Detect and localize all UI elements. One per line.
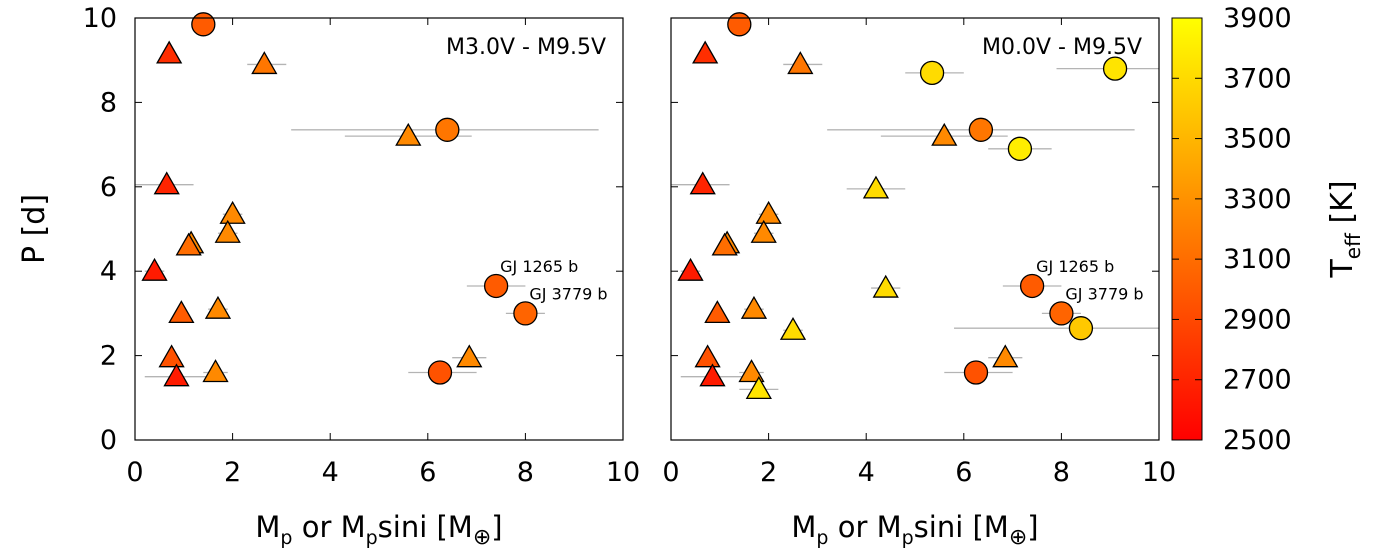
point-annotation: GJ 1265 b [500, 257, 578, 276]
x-tick-label: 2 [760, 457, 777, 488]
data-point-circle [727, 12, 752, 37]
data-point-triangle [204, 295, 232, 319]
colorbar-tick-label: 2500 [1223, 425, 1292, 456]
data-point-circle [1019, 273, 1045, 299]
colorbar: 2500 2700 2900 3100 3300 3500 3700 3900 Teff [K… [1171, 3, 1365, 456]
point-annotation: GJ 1265 b [1036, 257, 1114, 276]
colorbar-ticks: 2500 2700 2900 3100 3300 3500 3700 3900 [1172, 3, 1292, 456]
left-panel-label: M3.0V - M9.5V [446, 35, 606, 60]
data-point-triangle [395, 122, 422, 146]
y-tick-label: 2 [100, 341, 117, 372]
data-point-triangle [219, 200, 246, 224]
y-axis-label: P [d] [17, 194, 52, 264]
data-point-triangle [251, 51, 278, 75]
point-annotation: GJ 3779 b [529, 284, 607, 303]
left-plot-area: GJ 1265 b GJ 3779 b [135, 12, 608, 387]
data-point-circle [1102, 56, 1128, 81]
data-point-circle [483, 273, 509, 299]
data-point-triangle [992, 344, 1019, 368]
data-point-triangle [694, 344, 721, 368]
data-point-circle [191, 12, 216, 37]
y-tick-label: 10 [83, 3, 117, 34]
left-axes: 0 2 4 6 8 10 0 2 4 6 8 10 [83, 3, 641, 488]
colorbar-tick-label: 3700 [1223, 63, 1292, 94]
data-point-triangle [175, 232, 202, 256]
data-point-triangle [158, 344, 185, 368]
x-tick-label: 8 [517, 457, 534, 488]
colorbar-tick-label: 3500 [1223, 124, 1292, 155]
x-tick-label: 2 [224, 457, 241, 488]
data-point-triangle [163, 363, 190, 387]
right-panel-frame [670, 17, 1160, 441]
data-point-circle [963, 360, 989, 385]
y-tick-label: 0 [100, 425, 117, 456]
data-point-triangle [787, 51, 814, 75]
x-tick-label: 6 [955, 457, 972, 488]
data-point-triangle [740, 295, 768, 319]
colorbar-tick-label: 3900 [1223, 3, 1292, 34]
data-point-circle [1049, 301, 1074, 326]
x-tick-label: 0 [126, 457, 143, 488]
x-tick-label: 0 [662, 457, 679, 488]
right-axes: 0 2 4 6 8 10 [662, 17, 1176, 488]
data-point-circle [435, 117, 460, 142]
right-panel: GJ 1265 b GJ 3779 b 0 2 4 6 8 10 M0.0V - M9.5V [662, 12, 1176, 488]
x-tick-label: 4 [858, 457, 875, 488]
data-point-triangle [153, 171, 180, 195]
data-point-triangle [699, 363, 726, 387]
data-point-triangle [779, 316, 807, 340]
data-point-triangle [692, 40, 719, 64]
data-point-triangle [168, 300, 195, 324]
data-point-triangle [677, 257, 704, 281]
data-point-triangle [745, 376, 772, 400]
data-point-triangle [750, 219, 777, 243]
data-point-triangle [738, 359, 765, 383]
data-point-circle [968, 117, 994, 142]
svg-text:Mp or Mpsini [M⊕]: Mp or Mpsini [M⊕] [791, 510, 1038, 550]
y-tick-label: 4 [100, 256, 117, 287]
data-point-circle [919, 60, 945, 86]
colorbar-label: Teff [K] [1325, 180, 1365, 278]
point-annotation: GJ 3779 b [1065, 284, 1143, 303]
data-point-triangle [689, 171, 716, 195]
data-point-circle [427, 360, 453, 385]
right-x-axis-label: Mp or Mpsini [M⊕] [791, 510, 1038, 550]
colorbar-tick-label: 3300 [1223, 184, 1292, 215]
colorbar-gradient [1171, 17, 1203, 441]
left-panel-frame [134, 17, 624, 441]
right-panel-label: M0.0V - M9.5V [982, 35, 1142, 60]
data-point-triangle [711, 232, 738, 256]
data-point-triangle [872, 274, 899, 298]
data-point-triangle [214, 219, 241, 243]
colorbar-tick-label: 3100 [1223, 244, 1292, 275]
x-tick-label: 10 [606, 457, 640, 488]
x-tick-label: 8 [1053, 457, 1070, 488]
data-point-triangle [755, 200, 782, 224]
left-x-axis-label: Mp or Mpsini [M⊕] [255, 510, 502, 550]
right-plot-area: GJ 1265 b GJ 3779 b [671, 12, 1159, 400]
data-point-circle [1007, 136, 1033, 161]
colorbar-tick-label: 2900 [1223, 304, 1292, 335]
x-tick-label: 6 [419, 457, 436, 488]
x-tick-label: 10 [1142, 457, 1176, 488]
data-point-triangle [931, 122, 958, 146]
y-tick-label: 8 [100, 87, 117, 118]
data-point-triangle [202, 359, 229, 383]
y-tick-label: 6 [100, 172, 117, 203]
data-point-triangle [456, 344, 483, 368]
data-point-triangle [704, 300, 731, 324]
colorbar-tick-label: 2700 [1223, 365, 1292, 396]
data-point-triangle [156, 40, 183, 64]
data-point-triangle [862, 175, 890, 199]
data-point-circle [1068, 316, 1094, 341]
data-point-circle [513, 301, 538, 326]
left-panel: GJ 1265 b GJ 3779 b 0 2 4 6 8 10 0 2 4 6 8 10 M3.0V … [83, 3, 641, 488]
svg-text:Mp or Mpsini [M⊕]: Mp or Mpsini [M⊕] [255, 510, 502, 550]
x-tick-label: 4 [322, 457, 339, 488]
data-point-triangle [141, 257, 168, 281]
